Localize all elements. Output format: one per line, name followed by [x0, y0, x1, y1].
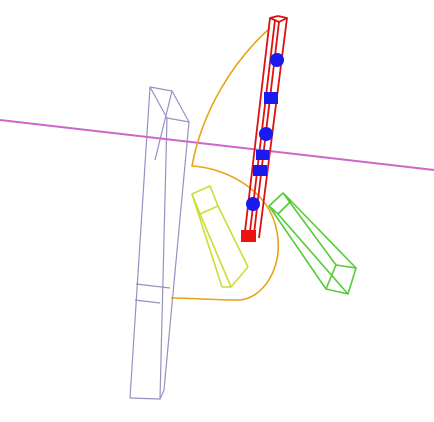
reference-line — [0, 119, 434, 171]
green-block-wireframe[interactable] — [268, 192, 357, 295]
marker-point[interactable] — [253, 165, 267, 176]
marker-point[interactable] — [264, 92, 278, 104]
marker-point[interactable] — [256, 150, 269, 160]
marker-point[interactable] — [270, 53, 284, 67]
blue-marker-points[interactable] — [246, 53, 284, 211]
yellow-green-block-wireframe[interactable] — [191, 185, 249, 288]
red-rod-base — [241, 230, 256, 242]
marker-point[interactable] — [246, 197, 260, 211]
marker-point[interactable] — [259, 127, 273, 141]
lavender-column-wireframe[interactable] — [129, 86, 190, 400]
orange-sweep-curve — [170, 27, 280, 301]
